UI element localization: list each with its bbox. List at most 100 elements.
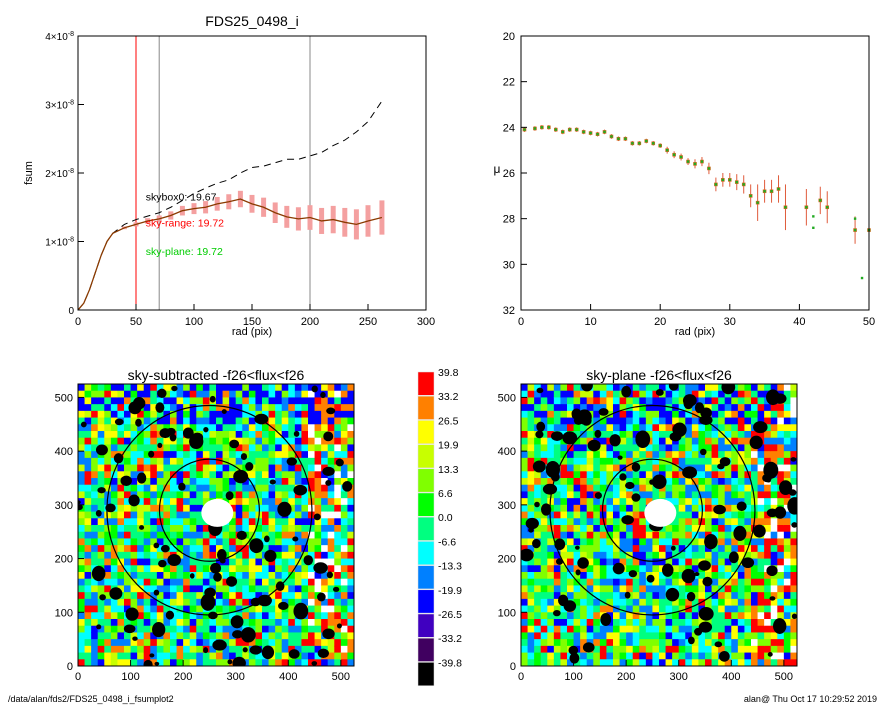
map-pixel [150,384,158,392]
map-pixel [288,545,296,553]
map-pixel [698,652,706,660]
map-pixel [645,451,654,459]
masked-source [149,653,155,658]
map-pixel [678,511,686,519]
map-pixel [744,437,752,446]
map-pixel [553,478,562,486]
map-pixel [586,491,594,499]
map-pixel [189,645,197,654]
map-pixel [593,645,601,654]
map-pixel [117,424,125,432]
map-pixel [97,518,105,526]
map-pixel [255,578,263,587]
map-pixel [294,659,303,666]
map-pixel [248,484,257,493]
map-pixel [593,558,601,566]
map-pixel [110,471,119,479]
map-pixel [652,592,660,600]
map-pixel [724,397,732,405]
map-pixel [632,471,640,479]
map-pixel [718,659,726,666]
map-pixel [527,397,535,405]
map-pixel [340,424,349,432]
map-pixel [308,632,316,640]
map-pixel [705,457,713,466]
map-pixel [632,558,640,566]
map-pixel [718,478,726,486]
map-pixel [783,538,792,546]
map-pixel [764,484,772,493]
map-pixel [659,659,667,666]
colorbar-label: 13.3 [438,464,459,476]
map-pixel [222,558,230,566]
map-pixel [652,431,660,439]
map-pixel [678,451,686,459]
map-pixel [560,578,568,587]
map-pixel [711,585,719,593]
map-pixel [521,558,529,566]
map-pixel [606,491,614,499]
map-pixel [334,511,342,519]
map-pixel [619,431,627,439]
map-pixel [202,417,211,425]
map-pixel [222,625,230,634]
map-pixel [580,605,588,613]
map-pixel [196,639,204,647]
map-pixel [678,558,686,566]
map-pixel [652,632,660,640]
map-pixel [757,491,765,499]
map-pixel [156,457,165,466]
map-pixel [731,504,739,513]
map-pixel [540,551,548,560]
map-pixel [327,484,335,493]
map-pixel [248,572,257,580]
map-pixel [751,619,759,627]
map-pixel [678,397,686,405]
map-pixel [124,531,132,540]
map-pixel [757,404,765,412]
map-pixel [737,639,746,647]
map-pixel [124,410,132,419]
map-pixel [599,397,608,405]
map-pixel [770,417,778,425]
map-pixel [632,410,640,419]
map-pixel [599,511,608,519]
map-pixel [527,431,535,439]
map-pixel [84,457,92,466]
map-pixel [275,592,283,600]
map-pixel [110,538,119,546]
map-pixel [334,404,342,412]
map-pixel [294,598,303,607]
map-pixel [176,525,184,533]
map-pixel [639,538,647,546]
map-pixel [334,390,342,399]
map-pixel [314,585,322,593]
map-pixel [593,417,601,425]
map-pixel [308,578,316,587]
map-pixel [327,619,335,627]
map-pixel [183,592,191,600]
masked-source [157,388,167,399]
map-pixel [255,585,263,593]
map-pixel [665,471,673,479]
map-pixel [275,404,283,412]
map-pixel [189,424,197,432]
map-pixel [553,632,562,640]
map-pixel [189,659,197,666]
map-pixel [340,491,349,499]
map-pixel [540,525,548,533]
map-pixel [347,504,354,513]
map-pixel [156,659,165,666]
map-pixel [268,525,276,533]
masked-source [178,482,186,491]
map-pixel [130,525,138,533]
masked-source [269,479,276,485]
masked-source [621,515,634,525]
map-pixel [156,592,165,600]
map-pixel [685,525,693,533]
map-pixel [340,518,349,526]
map-pixel [599,504,608,513]
map-pixel [170,404,178,412]
map-pixel [724,578,732,587]
